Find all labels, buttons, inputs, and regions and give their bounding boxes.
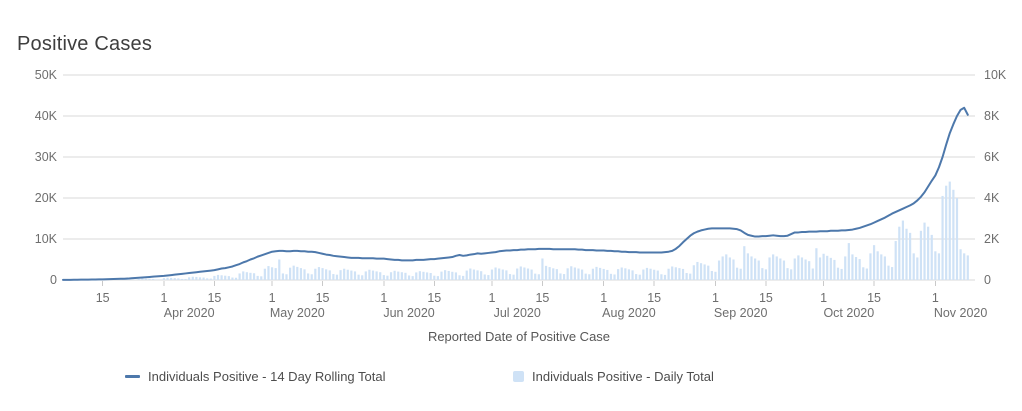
- svg-text:Sep 2020: Sep 2020: [714, 306, 768, 320]
- svg-text:Jul 2020: Jul 2020: [494, 306, 541, 320]
- svg-text:15: 15: [759, 291, 773, 305]
- svg-text:1: 1: [932, 291, 939, 305]
- svg-text:15: 15: [207, 291, 221, 305]
- svg-text:1: 1: [600, 291, 607, 305]
- line-series-rolling-total: [62, 106, 969, 281]
- svg-text:8K: 8K: [984, 109, 1000, 123]
- svg-text:1: 1: [160, 291, 167, 305]
- svg-text:1: 1: [380, 291, 387, 305]
- legend-label-daily-total: Individuals Positive - Daily Total: [532, 368, 714, 384]
- legend: Individuals Positive - 14 Day Rolling To…: [0, 366, 1022, 386]
- right-axis-labels: 0 2K 4K 6K 8K 10K: [984, 68, 1007, 287]
- svg-text:30K: 30K: [35, 150, 58, 164]
- svg-text:Nov 2020: Nov 2020: [934, 306, 988, 320]
- svg-text:4K: 4K: [984, 191, 1000, 205]
- chart-title: Positive Cases: [17, 33, 153, 55]
- legend-item-rolling-total[interactable]: Individuals Positive - 14 Day Rolling To…: [125, 366, 386, 386]
- line-swatch-icon: [125, 374, 140, 378]
- svg-text:40K: 40K: [35, 109, 58, 123]
- svg-text:1: 1: [269, 291, 276, 305]
- svg-text:15: 15: [647, 291, 661, 305]
- svg-text:0: 0: [50, 273, 57, 287]
- svg-text:May 2020: May 2020: [270, 306, 325, 320]
- legend-label-rolling-total: Individuals Positive - 14 Day Rolling To…: [148, 368, 386, 384]
- bar-swatch-icon: [513, 370, 524, 382]
- x-axis-ticks: [102, 281, 936, 286]
- svg-text:Apr 2020: Apr 2020: [164, 306, 215, 320]
- x-axis-title: Reported Date of Positive Case: [427, 329, 611, 344]
- svg-text:10K: 10K: [35, 232, 58, 246]
- svg-text:20K: 20K: [35, 191, 58, 205]
- svg-text:15: 15: [96, 291, 110, 305]
- svg-text:15: 15: [535, 291, 549, 305]
- legend-item-daily-total[interactable]: Individuals Positive - Daily Total: [513, 366, 714, 386]
- svg-text:15: 15: [427, 291, 441, 305]
- bar-series-daily-total: [61, 181, 969, 281]
- svg-text:Jun 2020: Jun 2020: [383, 306, 434, 320]
- svg-text:1: 1: [820, 291, 827, 305]
- svg-text:1: 1: [712, 291, 719, 305]
- x-axis-month-labels: Apr 2020 May 2020 Jun 2020 Jul 2020 Aug 2020…: [164, 306, 988, 320]
- svg-text:6K: 6K: [984, 150, 1000, 164]
- svg-text:0: 0: [984, 273, 991, 287]
- svg-text:50K: 50K: [35, 68, 58, 82]
- svg-text:Aug 2020: Aug 2020: [602, 306, 656, 320]
- svg-text:2K: 2K: [984, 232, 1000, 246]
- left-axis-labels: 0 10K 20K 30K 40K 50K: [35, 68, 58, 287]
- svg-text:15: 15: [316, 291, 330, 305]
- svg-text:15: 15: [867, 291, 881, 305]
- svg-text:Oct 2020: Oct 2020: [823, 306, 874, 320]
- svg-text:1: 1: [488, 291, 495, 305]
- svg-text:10K: 10K: [984, 68, 1007, 82]
- x-axis-labels: 15 1 15 1 15 1 15 1 15 1 15 1 15 1 15 1: [96, 291, 939, 305]
